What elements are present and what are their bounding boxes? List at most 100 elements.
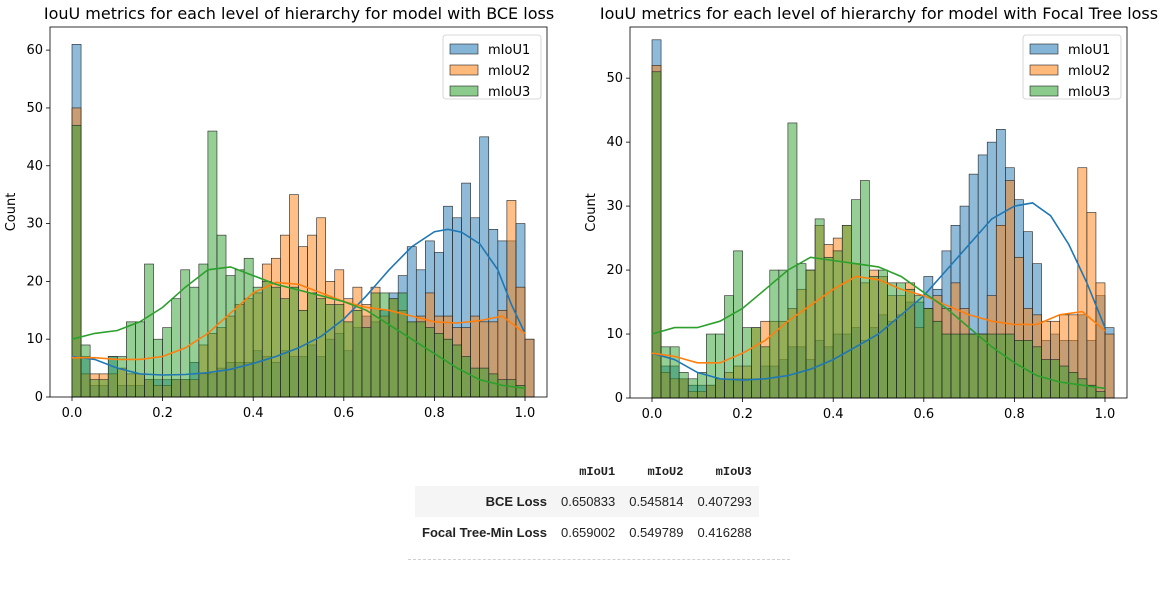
histogram-bar xyxy=(234,269,245,398)
histogram-bar xyxy=(851,199,861,399)
histogram-bar xyxy=(760,346,771,399)
y-tick-label: 20 xyxy=(26,274,43,289)
table-cell: 0.416288 xyxy=(697,525,752,540)
table-corner xyxy=(415,458,554,486)
histogram-bar xyxy=(171,298,182,398)
histogram-bar xyxy=(860,180,870,399)
table-cell: 0.545814 xyxy=(629,494,684,509)
histogram-bar xyxy=(796,263,807,399)
histogram-bar xyxy=(1095,391,1106,399)
histogram-bar xyxy=(271,286,281,398)
row-label: BCE Loss xyxy=(485,494,547,509)
histogram-bar xyxy=(452,344,462,398)
histogram-bar xyxy=(334,304,345,398)
histogram-bar xyxy=(805,269,816,399)
histogram-bar xyxy=(651,71,662,399)
kde-line-mIoU3 xyxy=(71,266,526,390)
histogram-bar xyxy=(289,286,299,398)
histogram-bar xyxy=(1050,359,1061,399)
histogram-bar xyxy=(715,333,725,399)
histogram-bar xyxy=(932,320,943,399)
histogram-bar xyxy=(515,286,526,398)
histogram-bar xyxy=(243,257,254,398)
histogram-bar xyxy=(252,286,263,398)
histogram-bar xyxy=(887,282,897,399)
x-tick-label: 0.6 xyxy=(913,407,934,422)
legend-swatch xyxy=(449,43,479,55)
histogram-bar xyxy=(1068,372,1079,399)
histogram-bar xyxy=(1077,378,1088,399)
axes-frame xyxy=(629,26,1128,399)
table-row: Focal Tree-Min Loss 0.659002 0.549789 0.… xyxy=(415,517,759,548)
x-tick-label: 0.8 xyxy=(1004,407,1025,422)
histogram-bar xyxy=(923,308,934,399)
histogram-bar xyxy=(1032,346,1042,399)
x-tick-label: 0.4 xyxy=(823,407,844,422)
table-cell: 0.659002 xyxy=(560,525,616,540)
histogram-figure: 0 10 20 30 40 50 60 0.0 0.2 0.4 0.6 0.8 1.0 IouU metr… xyxy=(4,4,1158,422)
histogram-bar xyxy=(434,333,444,398)
histogram-bar xyxy=(787,122,798,399)
histogram-bar xyxy=(841,224,852,399)
histogram-bar xyxy=(778,269,789,399)
x-tick-label: 1.0 xyxy=(515,406,536,421)
x-tick-label: 1.0 xyxy=(1095,407,1116,422)
axes-frame xyxy=(49,26,548,398)
legend-swatch xyxy=(449,64,479,76)
histogram-bar xyxy=(325,304,336,398)
histogram-bar xyxy=(216,234,227,398)
column-header: mIoU1 xyxy=(579,465,616,479)
histogram-bar xyxy=(678,372,689,399)
y-tick-label: 10 xyxy=(606,327,623,342)
histogram-bar xyxy=(280,298,290,398)
histogram-bar xyxy=(832,250,843,399)
table-cell: 0.549789 xyxy=(629,525,684,540)
y-axis-label: Count xyxy=(4,193,19,232)
kde-line-mIoU2 xyxy=(72,281,526,361)
x-tick-label: 0.0 xyxy=(642,407,663,422)
y-tick-label: 0 xyxy=(35,390,43,405)
legend-swatch xyxy=(449,85,479,97)
histogram-bar xyxy=(343,321,354,398)
histogram-bar xyxy=(316,298,326,398)
column-header: mIoU2 xyxy=(647,465,684,479)
histogram-bar xyxy=(669,346,680,399)
kde-line-mIoU3 xyxy=(651,256,1106,390)
legend-label: mIoU2 xyxy=(1068,64,1110,79)
histogram-bar xyxy=(443,338,453,398)
histogram-bar xyxy=(361,327,372,398)
results-table: mIoU1 mIoU2 mIoU3 BCE Loss 0.650833 0.54… xyxy=(415,458,759,548)
y-tick-label: 40 xyxy=(606,135,623,150)
chart-panel-1: 0 10 20 30 40 50 60 0.0 0.2 0.4 0.6 0.8 1.0 IouU metr… xyxy=(4,4,554,421)
kde-line-mIoU1 xyxy=(651,202,1106,381)
histogram-bar xyxy=(724,295,734,399)
histogram-bar xyxy=(1077,167,1088,399)
histogram-bar xyxy=(107,356,118,398)
histogram-bar xyxy=(1005,333,1015,399)
kde-line-mIoU2 xyxy=(651,275,1106,364)
histogram-bar xyxy=(814,218,825,399)
y-tick-label: 50 xyxy=(26,101,43,116)
histogram-bar xyxy=(307,292,317,398)
legend-swatch xyxy=(1029,64,1059,76)
histogram-bar xyxy=(1014,340,1024,399)
y-axis-label: Count xyxy=(584,193,599,232)
histogram-bar xyxy=(488,373,499,398)
legend-label: mIoU1 xyxy=(488,43,530,58)
chart-title: IouU metrics for each level of hierarchy… xyxy=(44,4,554,23)
table-divider xyxy=(408,559,790,560)
histogram-bar xyxy=(415,321,426,398)
histogram-bar xyxy=(298,309,308,398)
row-label: Focal Tree-Min Loss xyxy=(422,525,547,540)
y-tick-label: 30 xyxy=(26,217,43,232)
table-row: BCE Loss 0.650833 0.545814 0.407293 xyxy=(415,486,759,517)
x-tick-label: 0.2 xyxy=(152,406,173,421)
table-cell: 0.407293 xyxy=(697,494,752,509)
y-tick-label: 10 xyxy=(26,332,43,347)
y-tick-label: 40 xyxy=(26,159,43,174)
histogram-bar xyxy=(968,333,979,399)
histogram-bar xyxy=(687,378,698,399)
histogram-bar xyxy=(995,333,1006,399)
y-tick-label: 50 xyxy=(606,71,623,86)
histogram-bar xyxy=(198,263,209,398)
